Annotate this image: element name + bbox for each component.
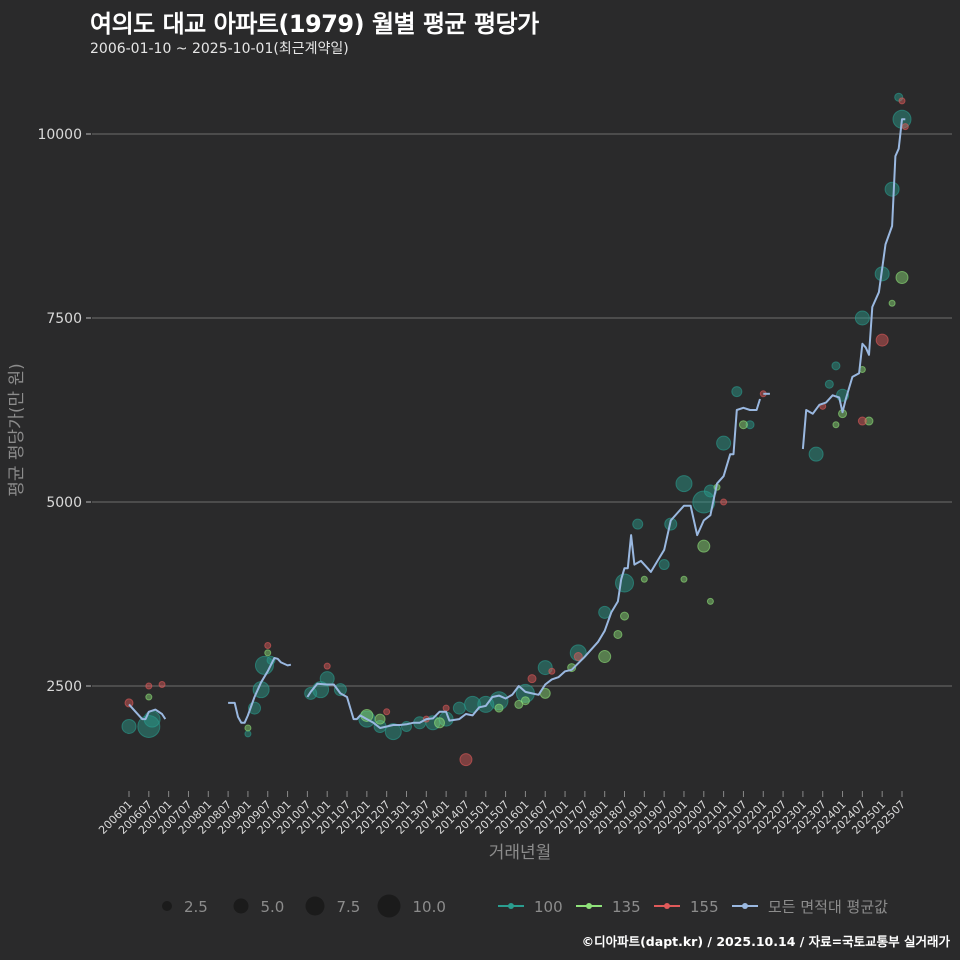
data-point-135 xyxy=(613,629,623,639)
data-point-155 xyxy=(158,681,166,689)
data-point-155 xyxy=(124,698,134,708)
data-point-135 xyxy=(888,299,896,307)
data-point-135 xyxy=(738,420,748,430)
legend-dot-icon xyxy=(664,903,670,909)
legend-size-icon xyxy=(233,898,249,914)
data-point-155 xyxy=(383,708,391,716)
data-point-100 xyxy=(808,446,824,462)
data-point-135 xyxy=(697,539,711,553)
data-point-100 xyxy=(831,361,841,371)
data-point-135 xyxy=(864,416,874,426)
x-axis-title: 거래년월 xyxy=(489,843,552,863)
average-line xyxy=(128,118,906,729)
legend-dot-icon xyxy=(586,903,592,909)
data-point-155 xyxy=(720,498,728,506)
legend-size-label: 2.5 xyxy=(184,898,208,916)
data-point-155 xyxy=(898,97,906,105)
average-line-segment xyxy=(228,657,292,724)
data-point-100 xyxy=(121,718,137,734)
data-point-100 xyxy=(319,671,335,687)
average-line-segment xyxy=(801,118,906,450)
average-line-segment xyxy=(306,398,761,729)
legend-series-label: 모든 면적대 평균값 xyxy=(768,898,888,916)
y-tick-label: 5000 xyxy=(46,495,82,511)
data-point-100 xyxy=(716,435,732,451)
data-point-100 xyxy=(854,310,870,326)
data-point-155 xyxy=(442,704,450,712)
legend-size-icon xyxy=(162,901,172,911)
data-point-135 xyxy=(680,575,688,583)
data-point-155 xyxy=(875,333,889,347)
data-point-135 xyxy=(832,421,840,429)
y-tick-label: 7500 xyxy=(46,311,82,327)
data-point-135 xyxy=(244,724,252,732)
data-point-135 xyxy=(706,597,714,605)
legend-size-label: 5.0 xyxy=(261,898,285,916)
legend-series-label: 100 xyxy=(534,898,563,916)
legend-size-icon xyxy=(305,896,325,916)
data-point-155 xyxy=(145,682,153,690)
y-tick-label: 2500 xyxy=(46,679,82,695)
data-point-100 xyxy=(824,379,834,389)
data-point-100 xyxy=(658,559,670,571)
data-point-100 xyxy=(333,683,347,697)
data-point-100 xyxy=(244,730,252,738)
data-point-155 xyxy=(264,642,272,650)
data-point-155 xyxy=(323,662,331,670)
legend-size-icon xyxy=(377,894,401,918)
data-point-155 xyxy=(548,667,556,675)
legend-series-label: 155 xyxy=(690,898,719,916)
data-point-100 xyxy=(615,573,635,593)
data-point-100 xyxy=(452,701,466,715)
chart-title: 여의도 대교 아파트(1979) 월별 평균 평당가 xyxy=(90,10,539,38)
data-point-135 xyxy=(514,699,524,709)
data-point-100 xyxy=(675,475,693,493)
data-point-100 xyxy=(632,518,644,530)
chart-subtitle: 2006-01-10 ~ 2025-10-01(최근계약일) xyxy=(90,41,349,57)
data-point-135 xyxy=(598,650,612,664)
data-point-135 xyxy=(640,575,648,583)
y-axis-title: 평균 평당가(만 원) xyxy=(7,363,27,497)
legend-size-label: 10.0 xyxy=(413,898,446,916)
scatter-points xyxy=(121,92,912,767)
data-point-155 xyxy=(857,416,867,426)
data-point-135 xyxy=(264,649,272,657)
grid-lines xyxy=(92,133,952,687)
data-point-100 xyxy=(384,723,402,741)
data-point-135 xyxy=(895,271,909,285)
data-point-135 xyxy=(145,693,153,701)
y-tick-label: 10000 xyxy=(37,127,82,143)
data-point-155 xyxy=(901,123,909,131)
data-point-135 xyxy=(494,703,504,713)
data-point-100 xyxy=(464,695,482,713)
data-point-100 xyxy=(884,181,900,197)
x-axis: 2006012006072007012007072008012008072009… xyxy=(96,791,908,837)
y-axis: 2500 5000 7500 10000 xyxy=(37,127,91,695)
data-point-155 xyxy=(527,674,537,684)
legend-dot-icon xyxy=(508,903,514,909)
data-point-135 xyxy=(520,696,530,706)
legend: 2.5 5.0 7.5 10.0 100 135 155 모든 면적대 평균값 xyxy=(162,894,888,918)
data-point-100 xyxy=(731,386,743,398)
data-point-135 xyxy=(434,717,446,729)
data-point-155 xyxy=(573,652,583,662)
legend-dot-icon xyxy=(742,903,748,909)
average-line-segment xyxy=(128,703,167,721)
data-point-155 xyxy=(459,753,473,767)
legend-size-label: 7.5 xyxy=(337,898,361,916)
legend-series-label: 135 xyxy=(612,898,641,916)
data-point-135 xyxy=(374,713,386,725)
data-point-100 xyxy=(745,420,755,430)
source-caption: ©디아파트(dapt.kr) / 2025.10.14 / 자료=국토교통부 실… xyxy=(581,934,950,949)
data-point-135 xyxy=(620,611,630,621)
